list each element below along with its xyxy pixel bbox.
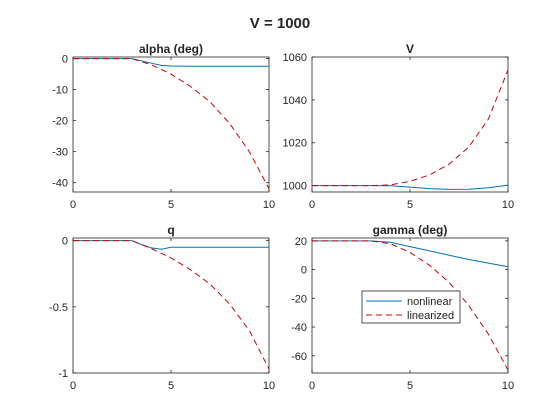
legend-label-linearized: linearized xyxy=(407,310,454,322)
y-tick-label: 1040 xyxy=(283,95,307,107)
x-tick-label: 0 xyxy=(309,380,315,392)
subplot-title: V xyxy=(406,42,414,56)
y-tick-label: 0 xyxy=(62,54,68,66)
x-tick-label: 5 xyxy=(407,199,413,211)
legend: nonlinear linearized xyxy=(361,290,461,324)
subplot-4: gamma (deg) 0 5 10 20 0 -20 -40 -60 nonlinear line… xyxy=(291,223,514,392)
subplot-title: q xyxy=(167,223,174,237)
axes-box xyxy=(72,56,270,193)
legend-box xyxy=(361,290,461,324)
x-tick-label: 0 xyxy=(70,380,76,392)
y-tick-label: 0 xyxy=(62,236,68,248)
y-tick-label: 0 xyxy=(301,265,307,277)
x-tick-label: 5 xyxy=(407,380,413,392)
x-tick-label: 0 xyxy=(309,199,315,211)
y-tick-label: -60 xyxy=(291,351,307,363)
y-tick-label: -10 xyxy=(52,85,68,97)
y-tick-label: -20 xyxy=(52,116,68,128)
x-tick-label: 10 xyxy=(263,199,275,211)
subplot-title: gamma (deg) xyxy=(373,223,448,237)
y-tick-label: -40 xyxy=(291,322,307,334)
y-tick-label: 20 xyxy=(295,236,307,248)
x-tick-label: 10 xyxy=(502,380,514,392)
y-tick-label: 1020 xyxy=(283,138,307,150)
x-tick-label: 10 xyxy=(502,199,514,211)
x-tick-label: 10 xyxy=(263,380,275,392)
y-tick-label: -20 xyxy=(291,293,307,305)
subplot-1: alpha (deg) 0 5 10 0 -10 -20 -30 -40 xyxy=(52,42,275,211)
subplot-3: q 0 5 10 0 -0.5 -1 xyxy=(49,223,275,392)
series-line-linearized xyxy=(73,240,269,370)
subplot-2: V 0 5 10 1000 1020 1040 1060 xyxy=(283,42,515,211)
series-line-linearized xyxy=(312,240,508,371)
y-tick-label: 1060 xyxy=(283,52,307,64)
y-tick-label: -30 xyxy=(52,147,68,159)
x-tick-label: 0 xyxy=(70,199,76,211)
x-tick-label: 5 xyxy=(168,380,174,392)
y-tick-label: -40 xyxy=(52,178,68,190)
figure-title: V = 1000 xyxy=(250,15,310,32)
x-tick-label: 5 xyxy=(168,199,174,211)
series-line-linearized xyxy=(73,58,269,190)
legend-label-nonlinear: nonlinear xyxy=(407,296,453,308)
y-tick-label: -1 xyxy=(58,368,68,380)
series-line-linearized xyxy=(312,69,508,187)
subplot-title: alpha (deg) xyxy=(139,42,203,56)
series-line-nonlinear xyxy=(73,58,269,67)
y-tick-label: 1000 xyxy=(283,181,307,193)
axes-box xyxy=(311,56,509,193)
y-tick-label: -0.5 xyxy=(49,302,68,314)
